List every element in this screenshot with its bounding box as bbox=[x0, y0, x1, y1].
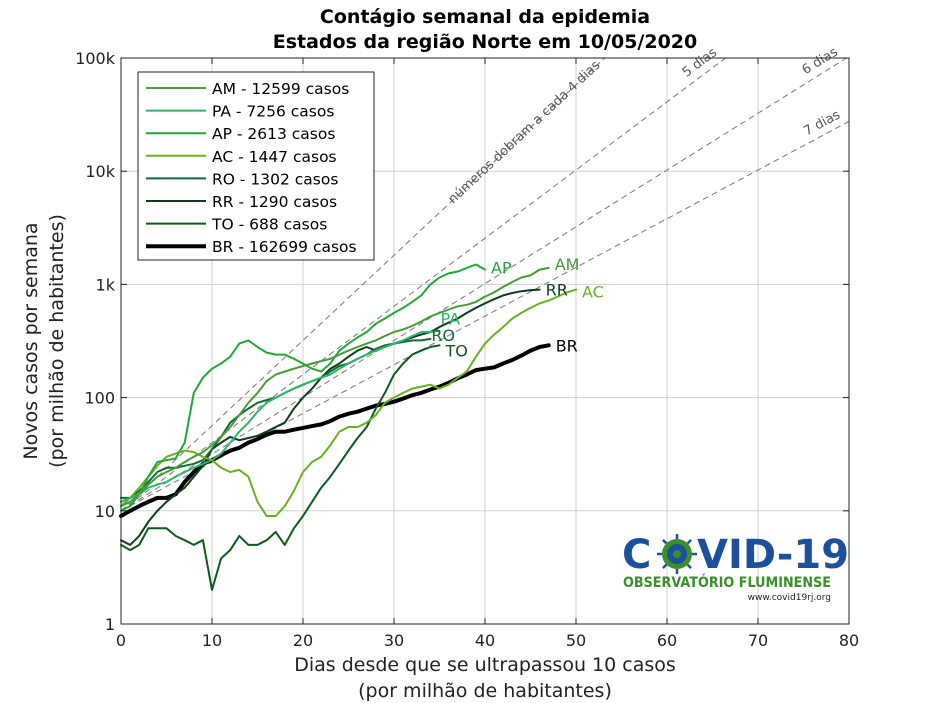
legend-label-to: TO - 688 casos bbox=[211, 216, 327, 234]
end-label-pa: PA bbox=[441, 310, 461, 329]
series-line-pa bbox=[120, 329, 441, 503]
x-tick-label: 80 bbox=[839, 631, 859, 650]
end-label-ro: RO bbox=[431, 326, 455, 345]
legend-label-br: BR - 162699 casos bbox=[212, 238, 357, 256]
logo-subtitle: OBSERVATÓRIO FLUMINENSE bbox=[623, 573, 831, 591]
end-label-am: AM bbox=[555, 255, 580, 274]
legend-label-pa: PA - 7256 casos bbox=[212, 103, 334, 121]
series-line-am bbox=[120, 266, 550, 508]
x-tick-label: 30 bbox=[384, 631, 404, 650]
logo-title-left: C bbox=[622, 532, 651, 578]
grid bbox=[121, 58, 849, 624]
legend-label-rr: RR - 1290 casos bbox=[212, 193, 337, 211]
legend-label-ac: AC - 1447 casos bbox=[212, 148, 337, 166]
reference-line-6-days bbox=[120, 57, 847, 512]
reference-line-7-days bbox=[120, 120, 850, 512]
end-label-rr: RR bbox=[546, 281, 568, 300]
legend-box bbox=[137, 71, 375, 261]
y-axis-label-secondary: (por milhão de habitantes) bbox=[46, 214, 68, 468]
x-tick-label: 10 bbox=[202, 631, 222, 650]
axis-ticks: 0 10 20 30 40 50 60 70 80 1 10 100 1k 10k 100k bbox=[75, 49, 859, 650]
series-line-rr bbox=[120, 288, 541, 546]
chart-title: Contágio semanal da epidemia bbox=[320, 6, 650, 28]
y-tick-label: 1 bbox=[105, 615, 115, 634]
logo-title-right: VID-19 bbox=[697, 532, 849, 578]
x-tick-label: 70 bbox=[748, 631, 768, 650]
legend-label-ro: RO - 1302 casos bbox=[212, 170, 338, 188]
x-tick-label: 0 bbox=[116, 631, 126, 650]
end-label-ac: AC bbox=[582, 283, 604, 302]
series-line-ap bbox=[120, 263, 486, 512]
reference-line-4-days bbox=[120, 57, 606, 512]
x-tick-label: 50 bbox=[566, 631, 586, 650]
legend-label-ap: AP - 2613 casos bbox=[212, 125, 335, 143]
end-label-br: BR bbox=[556, 336, 578, 355]
y-tick-label: 1k bbox=[96, 275, 116, 294]
x-tick-label: 20 bbox=[293, 631, 313, 650]
y-tick-label: 100k bbox=[75, 49, 116, 68]
chart-subtitle: Estados da região Norte em 10/05/2020 bbox=[273, 31, 698, 53]
series-line-to bbox=[120, 344, 441, 591]
logo-url: www.covid19rj.org bbox=[748, 593, 831, 603]
x-tick-label: 60 bbox=[657, 631, 677, 650]
x-axis-label: Dias desde que se ultrapassou 10 casos bbox=[294, 654, 676, 676]
y-axis-label: Novos casos por semana bbox=[20, 222, 42, 459]
end-label-to: TO bbox=[445, 341, 468, 360]
series-group bbox=[119, 263, 577, 591]
series-line-ac bbox=[120, 288, 577, 517]
end-labels: AM PA AP AC RO RR TO BR bbox=[431, 255, 603, 360]
virus-icon bbox=[657, 534, 697, 574]
covid-logo: C VID-19 OBSERVATÓRIO FLUMINENSE www.cov… bbox=[622, 532, 849, 603]
legend: AM - 12599 casos PA - 7256 casos AP - 2613… bbox=[137, 71, 375, 261]
series-line-br bbox=[119, 343, 551, 518]
y-tick-label: 10 bbox=[95, 502, 115, 521]
legend-items: AM - 12599 casos PA - 7256 casos AP - 2613… bbox=[146, 80, 357, 256]
legend-label-am: AM - 12599 casos bbox=[212, 80, 349, 98]
end-label-ap: AP bbox=[491, 259, 512, 278]
y-tick-label: 10k bbox=[85, 162, 115, 181]
y-tick-label: 100 bbox=[84, 389, 115, 408]
x-axis-label-secondary: (por milhão de habitantes) bbox=[358, 680, 612, 702]
x-tick-label: 40 bbox=[475, 631, 495, 650]
